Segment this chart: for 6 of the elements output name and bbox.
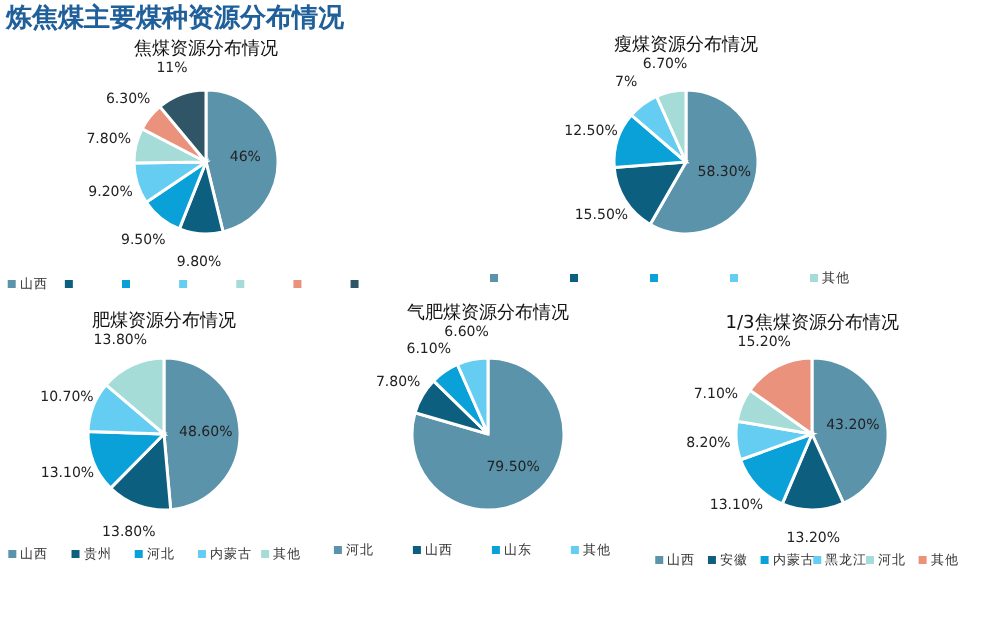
chart-subtitle: 瘦煤资源分布情况 xyxy=(614,34,758,57)
chart-title: 炼焦煤主要煤种资源分布情况 xyxy=(4,2,346,35)
chart-subtitle: 肥煤资源分布情况 xyxy=(92,309,236,332)
chart-subtitle: 气肥煤资源分布情况 xyxy=(407,302,569,325)
chart-subtitle: 焦煤资源分布情况 xyxy=(134,37,278,60)
chart-subtitle: 1/3焦煤资源分布情况 xyxy=(725,311,899,334)
